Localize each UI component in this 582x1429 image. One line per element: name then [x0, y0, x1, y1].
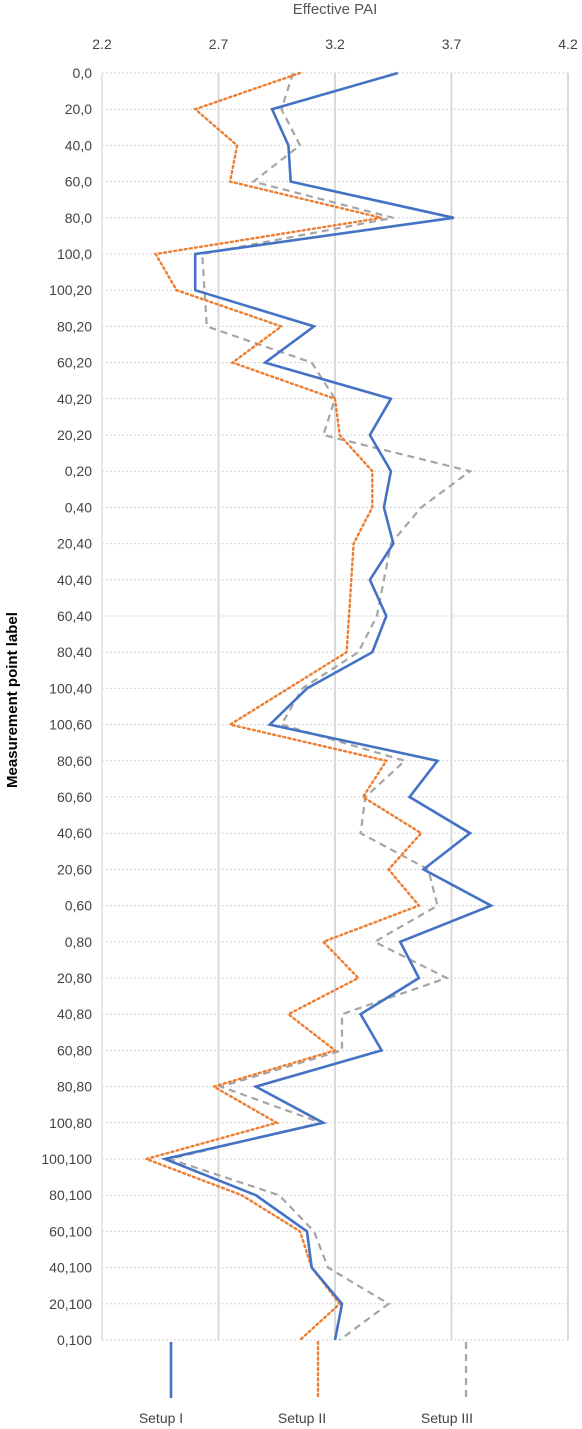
y-tick-label: 0,40	[65, 499, 92, 515]
y-tick-label: 20,0	[65, 101, 92, 117]
y-tick-label: 100,0	[57, 246, 92, 262]
y-tick-label: 0,80	[65, 934, 92, 950]
y-tick-label: 60,100	[49, 1223, 92, 1239]
x-axis-ticks: 2.2 2.7 3.2 3.7 4.2	[92, 36, 578, 52]
x-tick-label: 2.7	[209, 36, 229, 52]
y-tick-label: 80,40	[57, 644, 92, 660]
y-tick-label: 0,100	[57, 1332, 92, 1348]
series-line-setup-ii	[142, 71, 424, 1342]
y-tick-label: 20,80	[57, 970, 92, 986]
y-tick-label: 0,20	[65, 463, 92, 479]
y-tick-label: 40,100	[49, 1260, 92, 1276]
y-tick-label: 80,100	[49, 1187, 92, 1203]
y-tick-label: 80,0	[65, 210, 92, 226]
legend-label: Setup II	[278, 1410, 326, 1426]
y-tick-label: 80,80	[57, 1079, 92, 1095]
y-tick-label: 40,40	[57, 572, 92, 588]
y-tick-label: 20,20	[57, 427, 92, 443]
y-tick-label: 80,60	[57, 753, 92, 769]
x-tick-label: 3.7	[442, 36, 462, 52]
y-tick-label: 40,80	[57, 1006, 92, 1022]
y-tick-label: 80,20	[57, 318, 92, 334]
x-tick-label: 3.2	[325, 36, 345, 52]
series-lines	[142, 71, 495, 1342]
y-tick-label: 60,0	[65, 174, 92, 190]
chart-legend: Setup I Setup II Setup III	[139, 1340, 473, 1426]
y-axis-ticks: 0,0 20,0 40,0 60,0 80,0 100,0 100,20 80,20 60,20…	[41, 65, 92, 1348]
series-line-setup-iii	[165, 72, 473, 1341]
y-tick-label: 100,20	[49, 282, 92, 298]
plot-grid	[101, 72, 569, 1341]
y-tick-label: 60,40	[57, 608, 92, 624]
y-tick-label: 100,60	[49, 717, 92, 733]
y-tick-label: 20,60	[57, 861, 92, 877]
legend-label: Setup I	[139, 1410, 183, 1426]
y-tick-label: 100,80	[49, 1115, 92, 1131]
y-tick-label: 100,100	[41, 1151, 92, 1167]
legend-label: Setup III	[421, 1410, 473, 1426]
y-tick-label: 40,60	[57, 825, 92, 841]
y-tick-label: 20,40	[57, 536, 92, 552]
y-tick-label: 100,40	[49, 680, 92, 696]
series-line-setup-i	[160, 71, 495, 1341]
y-axis-title: Measurement point label	[4, 612, 21, 788]
x-axis-title: Effective PAI	[293, 1, 378, 18]
x-tick-label: 4.2	[558, 36, 578, 52]
y-tick-label: 60,20	[57, 355, 92, 371]
x-tick-label: 2.2	[92, 36, 112, 52]
y-tick-label: 60,60	[57, 789, 92, 805]
y-tick-label: 0,0	[73, 65, 93, 81]
y-tick-label: 40,20	[57, 391, 92, 407]
y-tick-label: 20,100	[49, 1296, 92, 1312]
y-tick-label: 40,0	[65, 137, 92, 153]
y-tick-label: 60,80	[57, 1042, 92, 1058]
y-tick-label: 0,60	[65, 898, 92, 914]
